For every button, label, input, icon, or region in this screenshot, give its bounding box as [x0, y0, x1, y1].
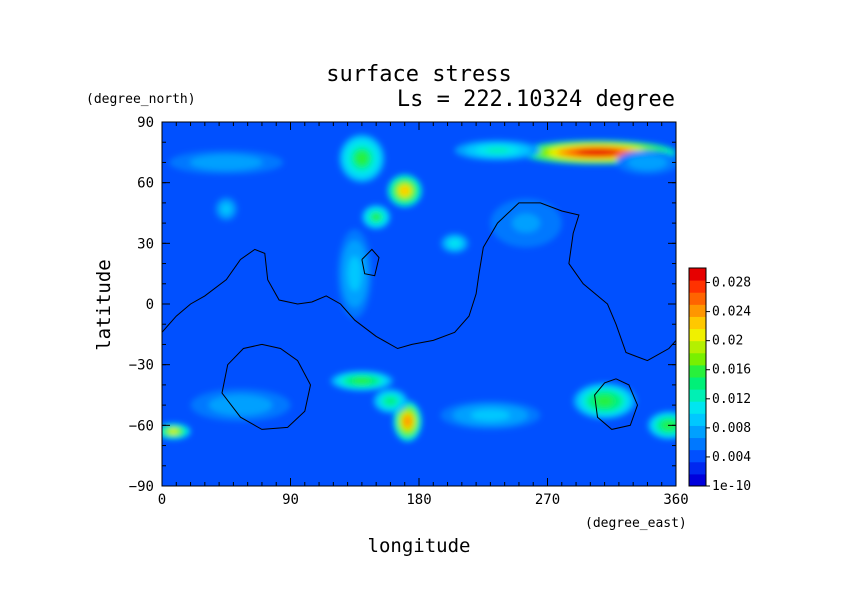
y-tick-label: 30 — [137, 236, 154, 252]
colorbar-frame — [688, 267, 707, 487]
colorbar-tick-label: 0.016 — [712, 363, 751, 378]
colorbar-segment — [689, 377, 706, 390]
field-blob-mid-north-spot — [450, 240, 459, 247]
field-blob-south-mid-band — [476, 411, 504, 420]
colorbar-segment — [689, 280, 706, 293]
field-blob-high-lat-west — [210, 159, 242, 166]
field-blob-east-north-blob — [516, 216, 536, 230]
field-blob-north-tongue — [355, 151, 369, 165]
field-blob-south-east-max — [596, 396, 614, 406]
colorbar-segment — [689, 292, 706, 305]
field-blob-south-west-edge — [168, 429, 179, 434]
field-blob-arctic-band-west — [485, 147, 510, 154]
y-axis-title: latitude — [93, 259, 115, 351]
contour-line-1 — [361, 248, 380, 277]
colorbar-tick-label: 0.028 — [712, 276, 751, 291]
field-blob-south-band — [353, 378, 371, 384]
colorbar-tick-label: 0.008 — [712, 421, 751, 436]
field-blob-high-lat-east — [638, 159, 656, 166]
colorbar-segment — [689, 304, 706, 317]
colorbar-tick-label: 0.012 — [712, 392, 751, 407]
chart-title: surface stress — [326, 62, 511, 87]
colorbar-segment — [689, 437, 706, 451]
colorbar-segment — [689, 425, 706, 439]
colorbar-tick-label: 1e-10 — [712, 479, 751, 494]
colorbar-segment — [689, 449, 706, 463]
colorbar-segment — [689, 461, 706, 475]
y-unit-label: (degree_north) — [86, 92, 196, 107]
colorbar-segment — [689, 340, 706, 354]
x-tick-label: 360 — [663, 492, 688, 508]
x-tick-label: 0 — [158, 492, 166, 508]
colorbar-segment — [689, 401, 706, 414]
colorbar-tick-label: 0.024 — [712, 305, 751, 320]
field-blob-central-ridge — [350, 261, 360, 286]
colorbar-segment — [689, 413, 706, 426]
field-blob-south-stripe — [385, 397, 396, 405]
x-unit-label: (degree_east) — [585, 516, 687, 531]
colorbar-segment — [689, 328, 706, 342]
x-tick-label: 270 — [535, 492, 560, 508]
x-axis-title: longitude — [368, 535, 471, 557]
y-ticks: 90 60 30 0 −30 −60 −90 — [129, 115, 676, 495]
field-blob-north-ridge — [372, 213, 381, 221]
y-tick-label: −90 — [129, 479, 154, 495]
field-blob-south-west-band — [226, 400, 255, 410]
stress-field — [162, 122, 676, 486]
contour-line-0 — [162, 202, 676, 362]
y-tick-label: −60 — [129, 418, 154, 434]
y-tick-label: 90 — [137, 115, 154, 131]
field-blob-arctic-band — [576, 149, 619, 156]
field-blob-north-west-blob — [223, 205, 230, 213]
field-blob-north-max — [400, 186, 410, 196]
colorbar-segment — [689, 316, 706, 330]
colorbar-segment — [689, 389, 706, 402]
colorbar-segment — [689, 352, 706, 366]
y-tick-label: 0 — [146, 297, 154, 313]
field-blob-south-max — [403, 415, 412, 427]
x-tick-label: 90 — [282, 492, 299, 508]
chart-subtitle: Ls = 222.10324 degree — [397, 87, 675, 112]
colorbar: 1e-10 0.004 0.008 0.012 0.016 0.02 0.024 0.028 — [688, 267, 751, 494]
colorbar-segment — [689, 473, 706, 487]
x-tick-label: 180 — [406, 492, 431, 508]
y-tick-label: 60 — [137, 176, 154, 192]
contour-line-2 — [221, 343, 312, 430]
coastline-contours — [162, 202, 676, 430]
colorbar-segment — [689, 268, 706, 281]
contour-line-3 — [594, 378, 639, 430]
colorbar-segment — [689, 364, 706, 378]
y-tick-label: −30 — [129, 358, 154, 374]
x-ticks: 0 90 180 270 360 — [158, 122, 689, 508]
colorbar-tick-label: 0.004 — [712, 450, 751, 465]
field-blobs — [162, 134, 676, 442]
colorbar-tick-label: 0.02 — [712, 334, 743, 349]
